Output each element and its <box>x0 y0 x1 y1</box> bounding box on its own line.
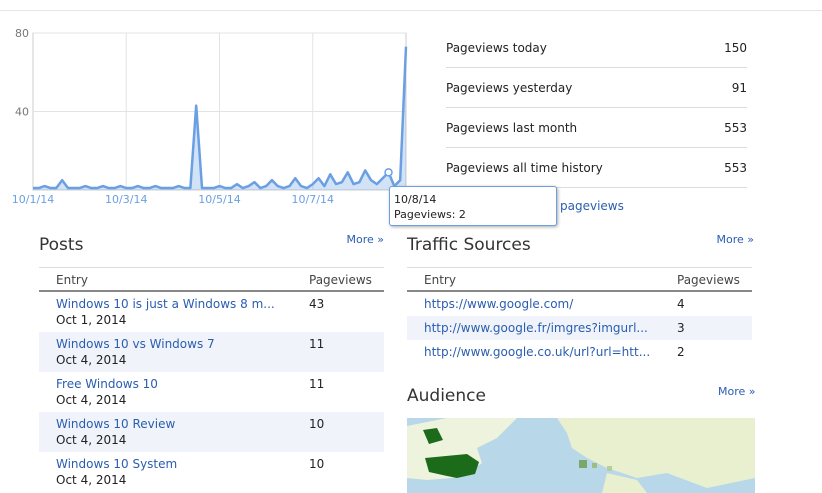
stat-rule <box>446 147 747 148</box>
column-header: Entry <box>56 273 88 287</box>
table-top-rule <box>407 267 752 268</box>
post-pageviews: 10 <box>309 417 325 431</box>
stat-value: 553 <box>724 121 747 135</box>
post-pageviews: 11 <box>309 337 325 351</box>
post-date: Oct 1, 2014 <box>56 313 127 327</box>
post-date: Oct 4, 2014 <box>56 473 127 487</box>
post-title[interactable]: Windows 10 System <box>56 457 178 471</box>
row-bg <box>39 412 384 452</box>
more-link[interactable]: More » <box>346 233 385 246</box>
source-pageviews: 2 <box>677 345 685 359</box>
y-tick-label: 40 <box>15 106 29 119</box>
stat-label: Pageviews last month <box>446 121 578 135</box>
post-pageviews: 11 <box>309 377 325 391</box>
source-url[interactable]: http://www.google.co.uk/url?url=htt... <box>424 345 651 359</box>
post-title[interactable]: Free Windows 10 <box>56 377 158 391</box>
y-tick-label: 80 <box>15 27 29 40</box>
post-pageviews: 43 <box>309 297 325 311</box>
audience-title: Audience <box>407 386 486 406</box>
audience-more[interactable]: More » <box>718 385 756 398</box>
post-title[interactable]: Windows 10 Review <box>56 417 176 431</box>
stat-label: Pageviews today <box>446 41 547 55</box>
line <box>33 46 408 190</box>
more-link[interactable]: More » <box>716 233 755 246</box>
table-top-rule <box>39 267 384 268</box>
column-header: Pageviews <box>309 273 372 287</box>
source-pageviews: 4 <box>677 297 685 311</box>
post-title[interactable]: Windows 10 is just a Windows 8 m... <box>56 297 275 311</box>
column-header: Pageviews <box>677 273 740 287</box>
post-date: Oct 4, 2014 <box>56 393 127 407</box>
post-pageviews: 10 <box>309 457 325 471</box>
stat-value: 91 <box>731 81 747 95</box>
stat-rule <box>446 107 747 108</box>
stat-rule <box>446 187 747 188</box>
world-map <box>407 418 755 493</box>
stat-rule <box>446 67 747 68</box>
header-rule <box>39 290 384 292</box>
x-tick-label: 10/3/14 <box>105 193 147 206</box>
header-rule <box>407 290 752 292</box>
panel-title: Posts <box>39 235 84 255</box>
stats-link[interactable]: pageviews <box>560 199 624 213</box>
top-rule <box>0 10 822 11</box>
column-header: Entry <box>424 273 456 287</box>
x-tick-label: 10/5/14 <box>198 193 240 206</box>
stat-label: Pageviews all time history <box>446 161 603 175</box>
post-title[interactable]: Windows 10 vs Windows 7 <box>56 337 215 351</box>
stat-value: 553 <box>724 161 747 175</box>
source-url[interactable]: https://www.google.com/ <box>424 297 574 311</box>
tooltip-text: Pageviews: 2 <box>394 208 466 221</box>
source-pageviews: 3 <box>677 321 685 335</box>
x-tick-label: 10/7/14 <box>292 193 334 206</box>
post-date: Oct 4, 2014 <box>56 433 127 447</box>
stat-value: 150 <box>724 41 747 55</box>
hover-point <box>384 168 393 177</box>
source-url[interactable]: http://www.google.fr/imgres?imgurl... <box>424 321 648 335</box>
tooltip-date: 10/8/14 <box>394 193 437 206</box>
panel-title: Traffic Sources <box>407 235 531 255</box>
x-tick-label: 10/1/14 <box>12 193 54 206</box>
chart: 10/1/14 10/3/14 10/5/14 10/7/14 40 80 <box>12 27 408 206</box>
row-bg <box>407 316 752 340</box>
stat-label: Pageviews yesterday <box>446 81 573 95</box>
post-date: Oct 4, 2014 <box>56 353 127 367</box>
row-bg <box>39 332 384 372</box>
tooltip: 10/8/14 Pageviews: 2 <box>389 186 557 226</box>
